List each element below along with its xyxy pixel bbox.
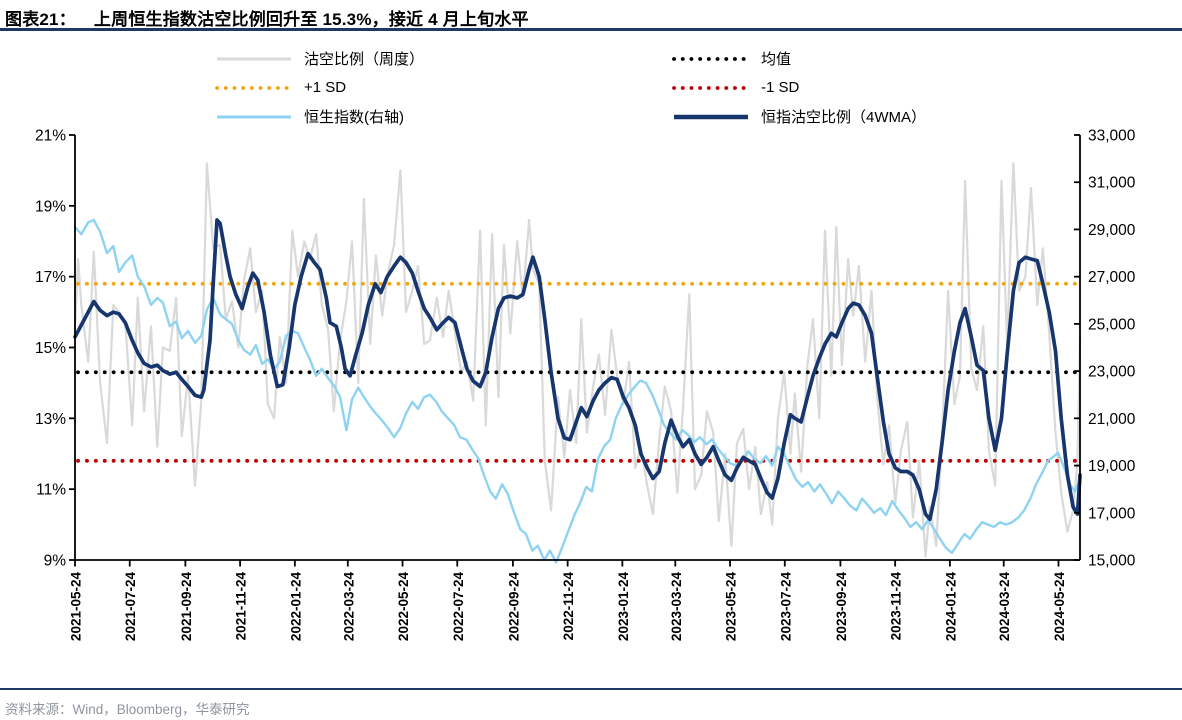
- legend-label-short-ratio-4wma: 恒指沽空比例（4WMA）: [761, 109, 927, 126]
- x-tick-label: 2023-05-24: [724, 572, 739, 642]
- x-tick-label: 2022-11-24: [561, 572, 576, 641]
- x-tick-label: 2024-03-24: [997, 572, 1012, 642]
- x-tick-label: 2023-07-24: [778, 572, 793, 642]
- legend-item-short-ratio-4wma: 恒指沽空比例（4WMA）: [672, 102, 926, 131]
- legend-swatch-mean: [672, 56, 750, 61]
- legend-swatch-weekly-short-ratio: [217, 57, 291, 60]
- source-text: 资料来源：Wind，Bloomberg，华泰研究: [5, 702, 250, 717]
- legend-column-1: 沽空比例（周度） +1 SD 恒生指数(右轴): [215, 44, 424, 131]
- y-left-tick-label: 21%: [35, 128, 66, 145]
- legend-label-mean: 均值: [761, 51, 792, 68]
- title-divider: [0, 28, 1182, 31]
- x-tick-label: 2022-03-24: [341, 572, 356, 642]
- x-tick-label: 2023-09-24: [834, 572, 849, 642]
- legend-label-hsi-right-axis: 恒生指数(右轴): [304, 109, 404, 126]
- y-right-tick-label: 23,000: [1088, 364, 1136, 381]
- x-tick-label: 2022-09-24: [506, 572, 521, 642]
- x-tick-label: 2022-01-24: [288, 572, 303, 642]
- figure-title-text: 上周恒生指数沽空比例回升至 15.3%，接近 4 月上旬水平: [93, 10, 529, 29]
- y-right-tick-label: 21,000: [1088, 411, 1136, 428]
- y-right-tick-label: 29,000: [1088, 222, 1136, 239]
- x-tick-label: 2023-03-24: [669, 572, 684, 642]
- x-tick-label: 2024-05-24: [1052, 572, 1067, 642]
- y-left-tick-label: 9%: [44, 553, 67, 570]
- chart-canvas: 21% 19% 17% 15% 13% 11% 9% 33,000 31,000 29,000 27…: [35, 128, 1136, 642]
- legend-swatch-hsi-right-axis: [217, 115, 291, 118]
- x-tick-label: 2023-11-24: [889, 572, 904, 641]
- y-right-tick-label: 33,000: [1088, 128, 1136, 145]
- legend-item-weekly-short-ratio: 沽空比例（周度）: [215, 44, 424, 73]
- x-tick-label: 2021-07-24: [123, 572, 138, 642]
- x-tick-label: 2021-05-24: [69, 572, 84, 642]
- y-left-tick-label: 19%: [35, 198, 66, 215]
- x-tick-label: 2022-07-24: [451, 572, 466, 642]
- y-right-tick-label: 17,000: [1088, 505, 1136, 522]
- legend-label-minus-1sd: -1 SD: [761, 79, 800, 96]
- legend-swatch-minus-1sd: [672, 85, 750, 90]
- legend-column-2: 均值 -1 SD 恒指沽空比例（4WMA）: [672, 44, 926, 131]
- y-right-tick-label: 25,000: [1088, 316, 1136, 333]
- x-tick-label: 2021-09-24: [179, 572, 194, 642]
- x-tick-label: 2024-01-24: [943, 572, 958, 642]
- figure-title: 图表21： 上周恒生指数沽空比例回升至 15.3%，接近 4 月上旬水平: [5, 5, 529, 30]
- legend-swatch-plus-1sd: [215, 85, 293, 90]
- x-tick-label: 2023-01-24: [616, 572, 631, 642]
- x-tick-label: 2022-05-24: [396, 572, 411, 642]
- x-tick-label: 2021-11-24: [234, 572, 249, 641]
- chart-legend: 沽空比例（周度） +1 SD 恒生指数(右轴) 均值 -1 SD 恒指沽空比例（4WMA）: [0, 44, 1182, 130]
- series-hsi: [73, 218, 1082, 564]
- legend-item-mean: 均值: [672, 44, 926, 73]
- series-short-ratio-4wma: [73, 218, 1082, 522]
- figure-label: 图表21：: [5, 10, 76, 29]
- y-right-tick-label: 31,000: [1088, 175, 1136, 192]
- source-note: 资料来源：Wind，Bloomberg，华泰研究: [0, 688, 1182, 718]
- legend-label-weekly-short-ratio: 沽空比例（周度）: [304, 51, 425, 68]
- y-left-tick-label: 11%: [36, 482, 66, 499]
- series-weekly-short-ratio: [73, 162, 1082, 558]
- legend-item-hsi-right-axis: 恒生指数(右轴): [215, 102, 424, 131]
- y-right-tick-label: 15,000: [1088, 553, 1136, 570]
- legend-item-plus-1sd: +1 SD: [215, 73, 424, 102]
- legend-item-minus-1sd: -1 SD: [672, 73, 926, 102]
- y-left-tick-label: 17%: [35, 269, 66, 286]
- legend-swatch-short-ratio-4wma: [674, 114, 748, 119]
- legend-label-plus-1sd: +1 SD: [304, 79, 347, 96]
- y-right-tick-label: 19,000: [1088, 458, 1136, 475]
- y-left-tick-label: 13%: [35, 411, 66, 428]
- y-right-tick-label: 27,000: [1088, 269, 1136, 286]
- y-left-tick-label: 15%: [35, 340, 66, 357]
